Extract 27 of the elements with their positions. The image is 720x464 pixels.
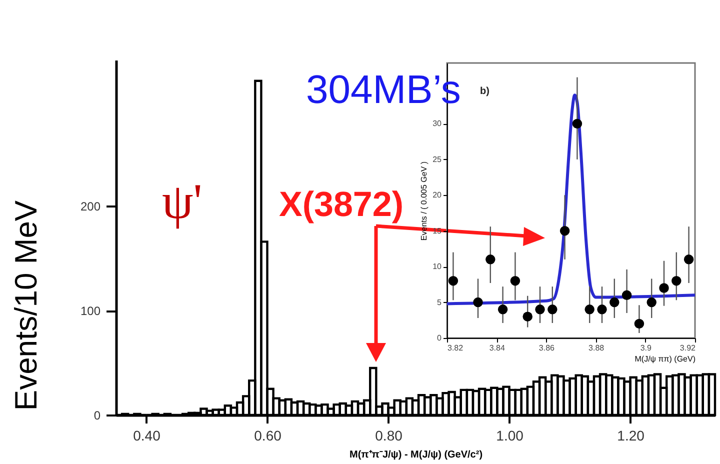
x-tick-label: 3.88 bbox=[588, 344, 605, 352]
x-axis-title: M(J/ψ ππ) (GeV) bbox=[634, 354, 696, 364]
x-tick-label: 3.9 bbox=[640, 344, 652, 352]
x-tick-label: 3.84 bbox=[489, 344, 506, 352]
x-tick-label: 3.82 bbox=[448, 344, 464, 352]
annotation: b) bbox=[480, 86, 490, 97]
x-tick-label: 3.86 bbox=[538, 344, 556, 352]
x-tick-label: 3.92 bbox=[680, 344, 696, 352]
y-tick-label: 100 bbox=[80, 304, 101, 318]
x-tick-label: 0.40 bbox=[133, 428, 161, 444]
x-tick-label: 1.20 bbox=[617, 428, 645, 444]
x-tick-label: 1.00 bbox=[496, 428, 524, 444]
y-tick-label: 0 bbox=[94, 408, 101, 422]
x-axis-title: M(π⁺π⁻J/ψ) - M(J/ψ) (GeV/c²) bbox=[349, 450, 483, 460]
annotation: ψ' bbox=[162, 173, 202, 229]
annotation: X(3872) bbox=[279, 185, 404, 224]
y-tick-label: 200 bbox=[80, 200, 101, 214]
y-tick-label: 5 bbox=[437, 298, 442, 307]
y-axis-title: Events/10 MeV bbox=[8, 200, 44, 411]
x-tick-label: 0.80 bbox=[375, 428, 403, 444]
y-axis-title: Events / ( 0.005 GeV ) bbox=[420, 161, 429, 241]
y-tick-label: 20 bbox=[432, 190, 442, 200]
y-tick-label: 10 bbox=[432, 262, 442, 272]
y-tick-label: 25 bbox=[432, 154, 442, 164]
y-tick-label: 30 bbox=[432, 119, 442, 128]
y-tick-label: 0 bbox=[437, 334, 442, 342]
x-tick-label: 0.60 bbox=[254, 428, 282, 444]
